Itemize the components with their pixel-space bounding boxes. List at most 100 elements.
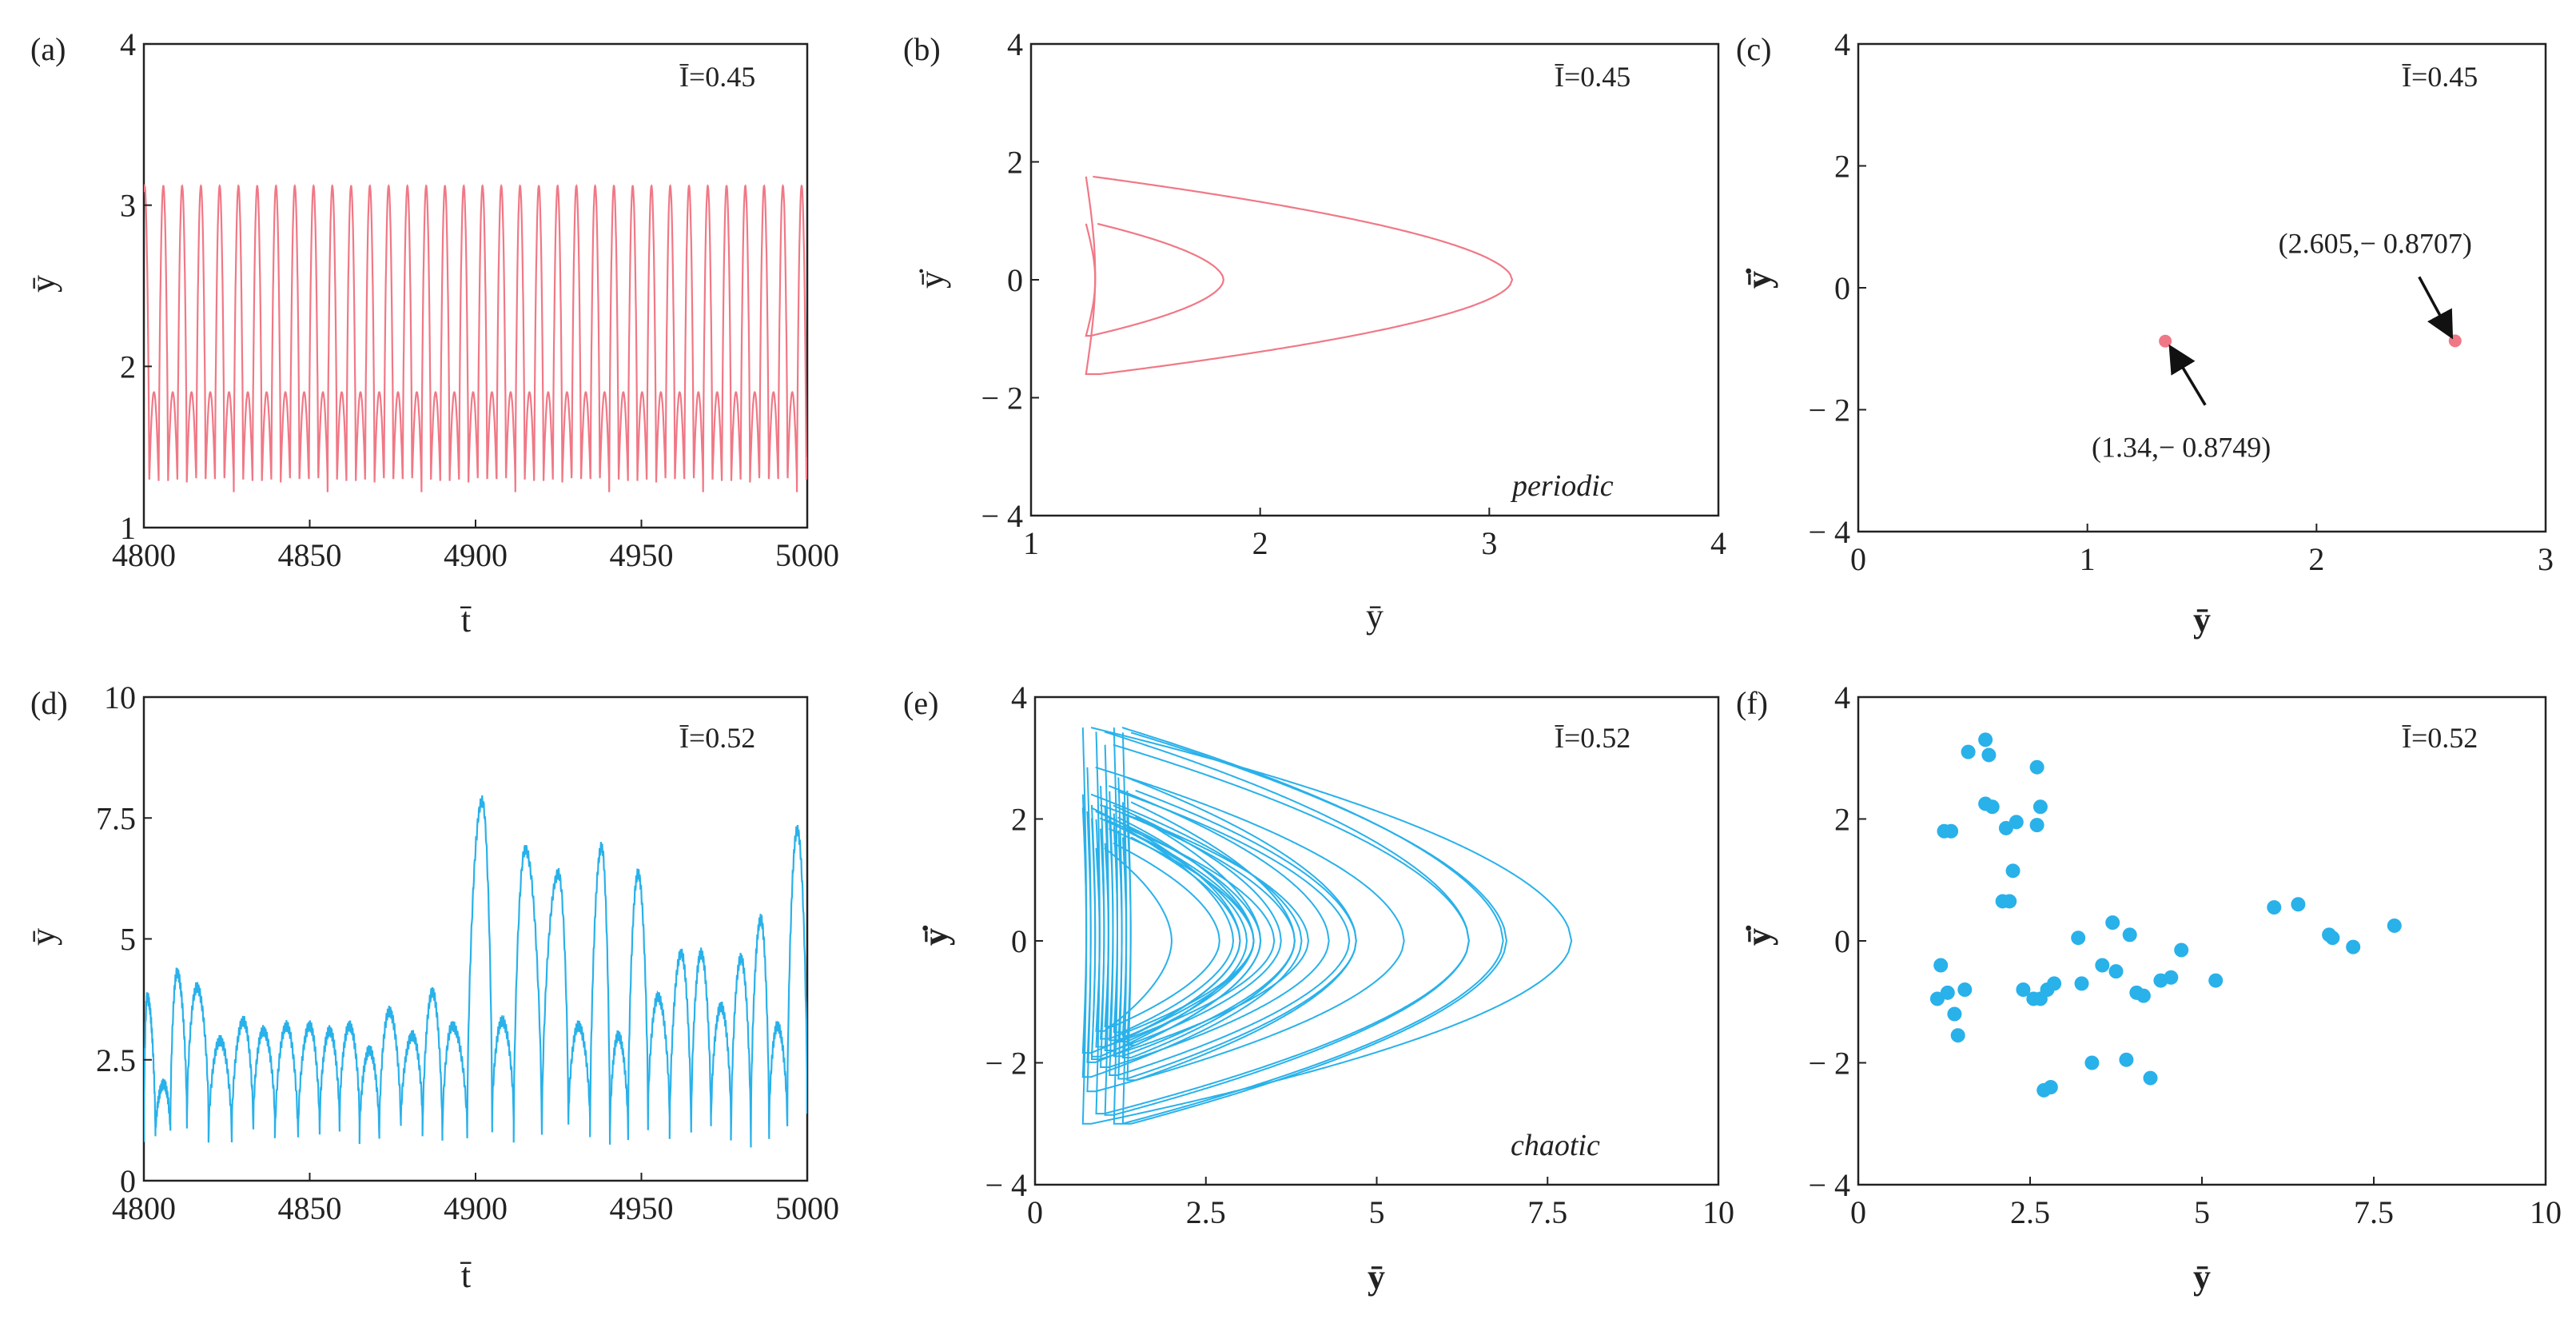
y-tick-label: − 4 — [1808, 1167, 1850, 1203]
annotation-arrow — [2418, 276, 2454, 340]
x-tick-label: 4950 — [610, 1190, 674, 1226]
poincare-point — [2136, 988, 2151, 1003]
y-tick-label: 0 — [1007, 262, 1023, 298]
poincare-point — [2029, 818, 2044, 833]
y-axis-label-e: ȳ̇ — [916, 925, 955, 946]
poincare-point — [2071, 930, 2086, 946]
x-tick-label: 0 — [1850, 1194, 1866, 1230]
y-tick-label: − 4 — [1808, 514, 1850, 550]
y-tick-label: 2.5 — [96, 1042, 136, 1078]
y-tick-label: 4 — [1834, 26, 1850, 62]
y-tick-label: 2 — [1834, 149, 1850, 185]
x-tick-label: 4800 — [112, 537, 176, 573]
poincare-point — [2346, 939, 2361, 954]
x-axis-label-b: ȳ — [1366, 596, 1384, 636]
x-tick-label: 4800 — [112, 1190, 176, 1226]
plot-ticks-d: 4800 4850 4900 4950 5000 0 2.5 5 7.5 10 — [96, 679, 839, 1226]
x-tick-label: 2 — [1252, 525, 1268, 561]
poincare-point — [2291, 897, 2306, 912]
poincare-point — [2267, 900, 2282, 915]
x-tick-label: 4850 — [278, 1190, 342, 1226]
y-tick-label: 4 — [1834, 679, 1850, 715]
poincare-point — [2143, 1070, 2158, 1086]
poincare-point — [2174, 942, 2189, 958]
plot-marks-c: (1.34,− 0.8749) (2.605,− 0.8707) — [2092, 227, 2472, 463]
x-tick-label: 7.5 — [1527, 1194, 1567, 1230]
poincare-point — [2122, 927, 2137, 942]
poincare-point — [1947, 1006, 1962, 1022]
x-tick-label: 7.5 — [2354, 1194, 2394, 1230]
plot-marks-e — [1081, 727, 1573, 1125]
phase-orbit — [1117, 776, 1357, 1080]
plot-frame-e — [1033, 695, 1720, 1186]
phase-orbit — [1086, 766, 1405, 1093]
x-tick-label: 5000 — [775, 1190, 839, 1226]
poincare-point — [2029, 759, 2044, 775]
poincare-point — [1950, 1028, 1965, 1043]
poincare-point — [2119, 1052, 2134, 1067]
poincare-point — [2208, 973, 2224, 988]
param-label-b: Ī=0.45 — [1555, 61, 1630, 93]
x-tick-label: 5 — [1369, 1194, 1385, 1230]
x-tick-label: 1 — [2080, 541, 2096, 577]
panel-label-a: (a) — [30, 31, 66, 67]
x-tick-label: 10 — [2530, 1194, 2562, 1230]
phase-orbit — [1095, 847, 1173, 1032]
panel-label-f: (f) — [1736, 685, 1768, 721]
y-tick-label: − 2 — [985, 1046, 1027, 1082]
y-tick-label: − 4 — [985, 1167, 1027, 1203]
poincare-point — [2448, 334, 2462, 348]
x-tick-label: 2 — [2308, 541, 2324, 577]
x-tick-label: 4850 — [278, 537, 342, 573]
panel-b: 1 2 3 4 − 4 − 2 0 2 4 (b) Ī=0.45 periodic ȳ ȳ̇ — [903, 26, 1726, 636]
panel-c: (1.34,− 0.8749) (2.605,− 0.8707) 0 1 2 3 − 4 −… — [1736, 26, 2554, 640]
poincare-point — [2005, 863, 2021, 879]
panel-label-c: (c) — [1736, 31, 1771, 67]
y-tick-label: 0 — [1011, 923, 1027, 959]
y-axis-label-f: ȳ̇ — [1739, 925, 1778, 946]
x-axis-label-f: ȳ — [2193, 1257, 2211, 1297]
poincare-point — [2159, 334, 2172, 348]
phase-orbit — [1121, 731, 1508, 1125]
x-axis-label-c: ȳ — [2193, 600, 2211, 640]
x-tick-label: 2.5 — [1186, 1194, 1226, 1230]
poincare-point — [1978, 732, 1993, 747]
x-tick-label: 5000 — [775, 537, 839, 573]
x-tick-label: 0 — [1850, 541, 1866, 577]
poincare-point — [1933, 958, 1949, 973]
phase-orbit — [1104, 804, 1282, 1051]
phase-orbit — [1104, 743, 1470, 1116]
y-tick-label: 4 — [1007, 26, 1023, 62]
y-tick-label: 4 — [120, 26, 136, 62]
phase-orbit — [1121, 801, 1296, 1058]
plot-ticks-e: 0 2.5 5 7.5 10 − 4 − 2 0 2 4 — [985, 679, 1734, 1230]
poincare-point — [1944, 823, 1959, 839]
poincare-point — [2095, 958, 2110, 973]
y-tick-label: − 2 — [981, 381, 1023, 416]
y-axis-label-c: ȳ̇ — [1739, 268, 1778, 289]
x-tick-label: 1 — [1023, 525, 1039, 561]
phase-orbit — [1085, 222, 1224, 337]
y-tick-label: 3 — [120, 188, 136, 224]
poincare-point — [1981, 747, 1997, 763]
panel-label-d: (d) — [30, 685, 68, 721]
x-tick-label: 2.5 — [2010, 1194, 2050, 1230]
poincare-point — [2105, 915, 2120, 930]
phase-orbit — [1121, 836, 1241, 1037]
poincare-point — [2043, 1080, 2058, 1094]
x-axis-label-a: t̄ — [460, 600, 472, 640]
point-coordinate-label: (1.34,− 0.8749) — [2092, 432, 2271, 464]
panel-label-e: (e) — [903, 685, 938, 721]
poincare-point — [2164, 970, 2179, 985]
x-tick-label: 4 — [1710, 525, 1726, 561]
panel-d: 4800 4850 4900 4950 5000 0 2.5 5 7.5 10 (d) Ī=0.5… — [23, 679, 839, 1295]
poincare-point — [2016, 982, 2031, 997]
y-tick-label: 5 — [120, 922, 136, 958]
plot-ticks-f: 0 2.5 5 7.5 10 − 4 − 2 0 2 4 — [1808, 679, 2562, 1230]
phase-orbit — [1090, 803, 1310, 1060]
phase-orbit — [1113, 826, 1235, 1034]
plot-ticks-c: 0 1 2 3 − 4 − 2 0 2 4 — [1808, 26, 2554, 577]
plot-ticks-a: 4800 4850 4900 4950 5000 1 2 3 4 — [112, 26, 839, 573]
poincare-point — [1940, 985, 1955, 1000]
